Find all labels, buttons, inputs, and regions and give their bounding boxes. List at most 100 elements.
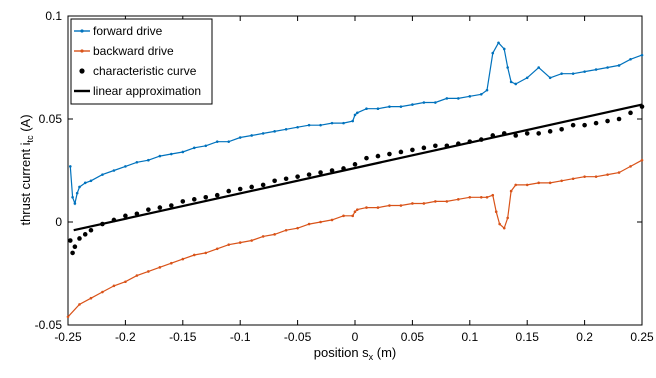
data-point bbox=[273, 130, 276, 133]
data-point bbox=[272, 178, 277, 184]
data-point bbox=[226, 188, 232, 194]
data-point bbox=[101, 173, 104, 176]
data-point bbox=[135, 160, 139, 164]
data-point bbox=[181, 257, 185, 261]
data-point bbox=[388, 105, 391, 108]
data-point bbox=[399, 204, 403, 207]
data-point bbox=[433, 143, 438, 149]
data-point bbox=[629, 165, 632, 168]
data-point bbox=[583, 70, 586, 73]
data-point bbox=[485, 88, 489, 92]
data-point bbox=[238, 136, 242, 139]
data-point bbox=[73, 202, 77, 205]
data-point bbox=[67, 238, 73, 243]
data-point bbox=[502, 226, 506, 230]
data-point bbox=[491, 51, 495, 55]
data-point bbox=[434, 101, 437, 104]
data-point bbox=[124, 165, 127, 168]
data-point bbox=[548, 181, 552, 185]
data-point bbox=[388, 204, 391, 207]
x-tick-label: -0.15 bbox=[169, 330, 197, 344]
data-point bbox=[203, 194, 209, 200]
data-point bbox=[307, 123, 311, 127]
legend-entries: forward drive backward drive characteristi… bbox=[74, 24, 201, 98]
data-point bbox=[457, 198, 460, 201]
legend-label: backward drive bbox=[93, 44, 174, 58]
data-point bbox=[509, 189, 513, 193]
legend-marker bbox=[80, 49, 84, 53]
data-point bbox=[157, 205, 163, 210]
x-axis-label-main: position s bbox=[314, 345, 369, 360]
x-tick-label: -0.1 bbox=[230, 330, 251, 344]
data-point bbox=[547, 129, 553, 134]
data-point bbox=[204, 144, 208, 148]
data-point bbox=[352, 162, 358, 167]
data-point bbox=[215, 140, 219, 143]
legend-label: forward drive bbox=[93, 24, 163, 38]
data-point bbox=[525, 76, 529, 80]
data-point bbox=[147, 270, 150, 273]
data-point bbox=[353, 113, 357, 117]
data-point bbox=[365, 206, 368, 209]
data-point bbox=[422, 101, 426, 104]
series-line bbox=[67, 159, 643, 318]
legend: forward drive backward drive characteristi… bbox=[70, 18, 213, 105]
data-point bbox=[260, 182, 266, 188]
data-point bbox=[89, 296, 93, 300]
data-point bbox=[215, 247, 219, 251]
data-point bbox=[411, 202, 414, 205]
y-tick-label: 0.05 bbox=[39, 112, 63, 126]
data-point bbox=[485, 195, 489, 199]
data-point bbox=[606, 66, 609, 69]
data-point bbox=[192, 253, 196, 257]
legend-entry: backward drive bbox=[74, 44, 174, 58]
data-point bbox=[560, 72, 563, 75]
data-point bbox=[525, 183, 529, 187]
legend-marker bbox=[80, 29, 84, 33]
data-point bbox=[434, 200, 437, 203]
data-point bbox=[548, 76, 552, 80]
data-point bbox=[376, 107, 380, 110]
data-point bbox=[640, 53, 644, 57]
data-point bbox=[82, 232, 88, 237]
data-point bbox=[319, 123, 322, 127]
data-point bbox=[506, 216, 509, 220]
data-point bbox=[70, 250, 75, 256]
data-point bbox=[513, 133, 519, 138]
x-tick-label: 0.2 bbox=[576, 330, 593, 344]
legend-label: linear approximation bbox=[93, 84, 201, 98]
data-point bbox=[570, 122, 576, 128]
data-point bbox=[72, 244, 78, 250]
data-point bbox=[318, 170, 323, 175]
y-axis-label: thrust current itc (A) bbox=[18, 114, 35, 225]
legend-marker bbox=[79, 68, 85, 74]
data-point bbox=[330, 218, 334, 222]
y-tick-label: 0 bbox=[55, 215, 62, 229]
data-point bbox=[192, 146, 196, 150]
data-point bbox=[375, 153, 381, 159]
data-point bbox=[283, 176, 289, 182]
data-point bbox=[238, 241, 242, 244]
data-point bbox=[329, 168, 335, 173]
data-point bbox=[319, 220, 322, 224]
series-linear-approximation bbox=[73, 103, 643, 232]
data-point bbox=[147, 158, 150, 162]
data-point bbox=[617, 64, 621, 67]
x-tick-label: 0 bbox=[352, 330, 359, 344]
data-point bbox=[376, 206, 380, 209]
legend-entry: linear approximation bbox=[74, 84, 201, 98]
data-point bbox=[514, 82, 518, 86]
x-tick-label: -0.25 bbox=[54, 330, 82, 344]
data-point bbox=[594, 175, 598, 178]
data-point bbox=[365, 107, 368, 110]
data-point bbox=[66, 315, 70, 319]
data-point bbox=[295, 174, 300, 179]
data-point bbox=[261, 235, 265, 238]
x-tick-label: -0.05 bbox=[284, 330, 312, 344]
x-tick-label: -0.2 bbox=[115, 330, 136, 344]
y-axis-label-unit: (A) bbox=[18, 114, 33, 135]
x-tick-label: 0.25 bbox=[630, 330, 654, 344]
data-point bbox=[261, 132, 265, 135]
data-point bbox=[158, 154, 162, 158]
data-point bbox=[398, 149, 404, 155]
